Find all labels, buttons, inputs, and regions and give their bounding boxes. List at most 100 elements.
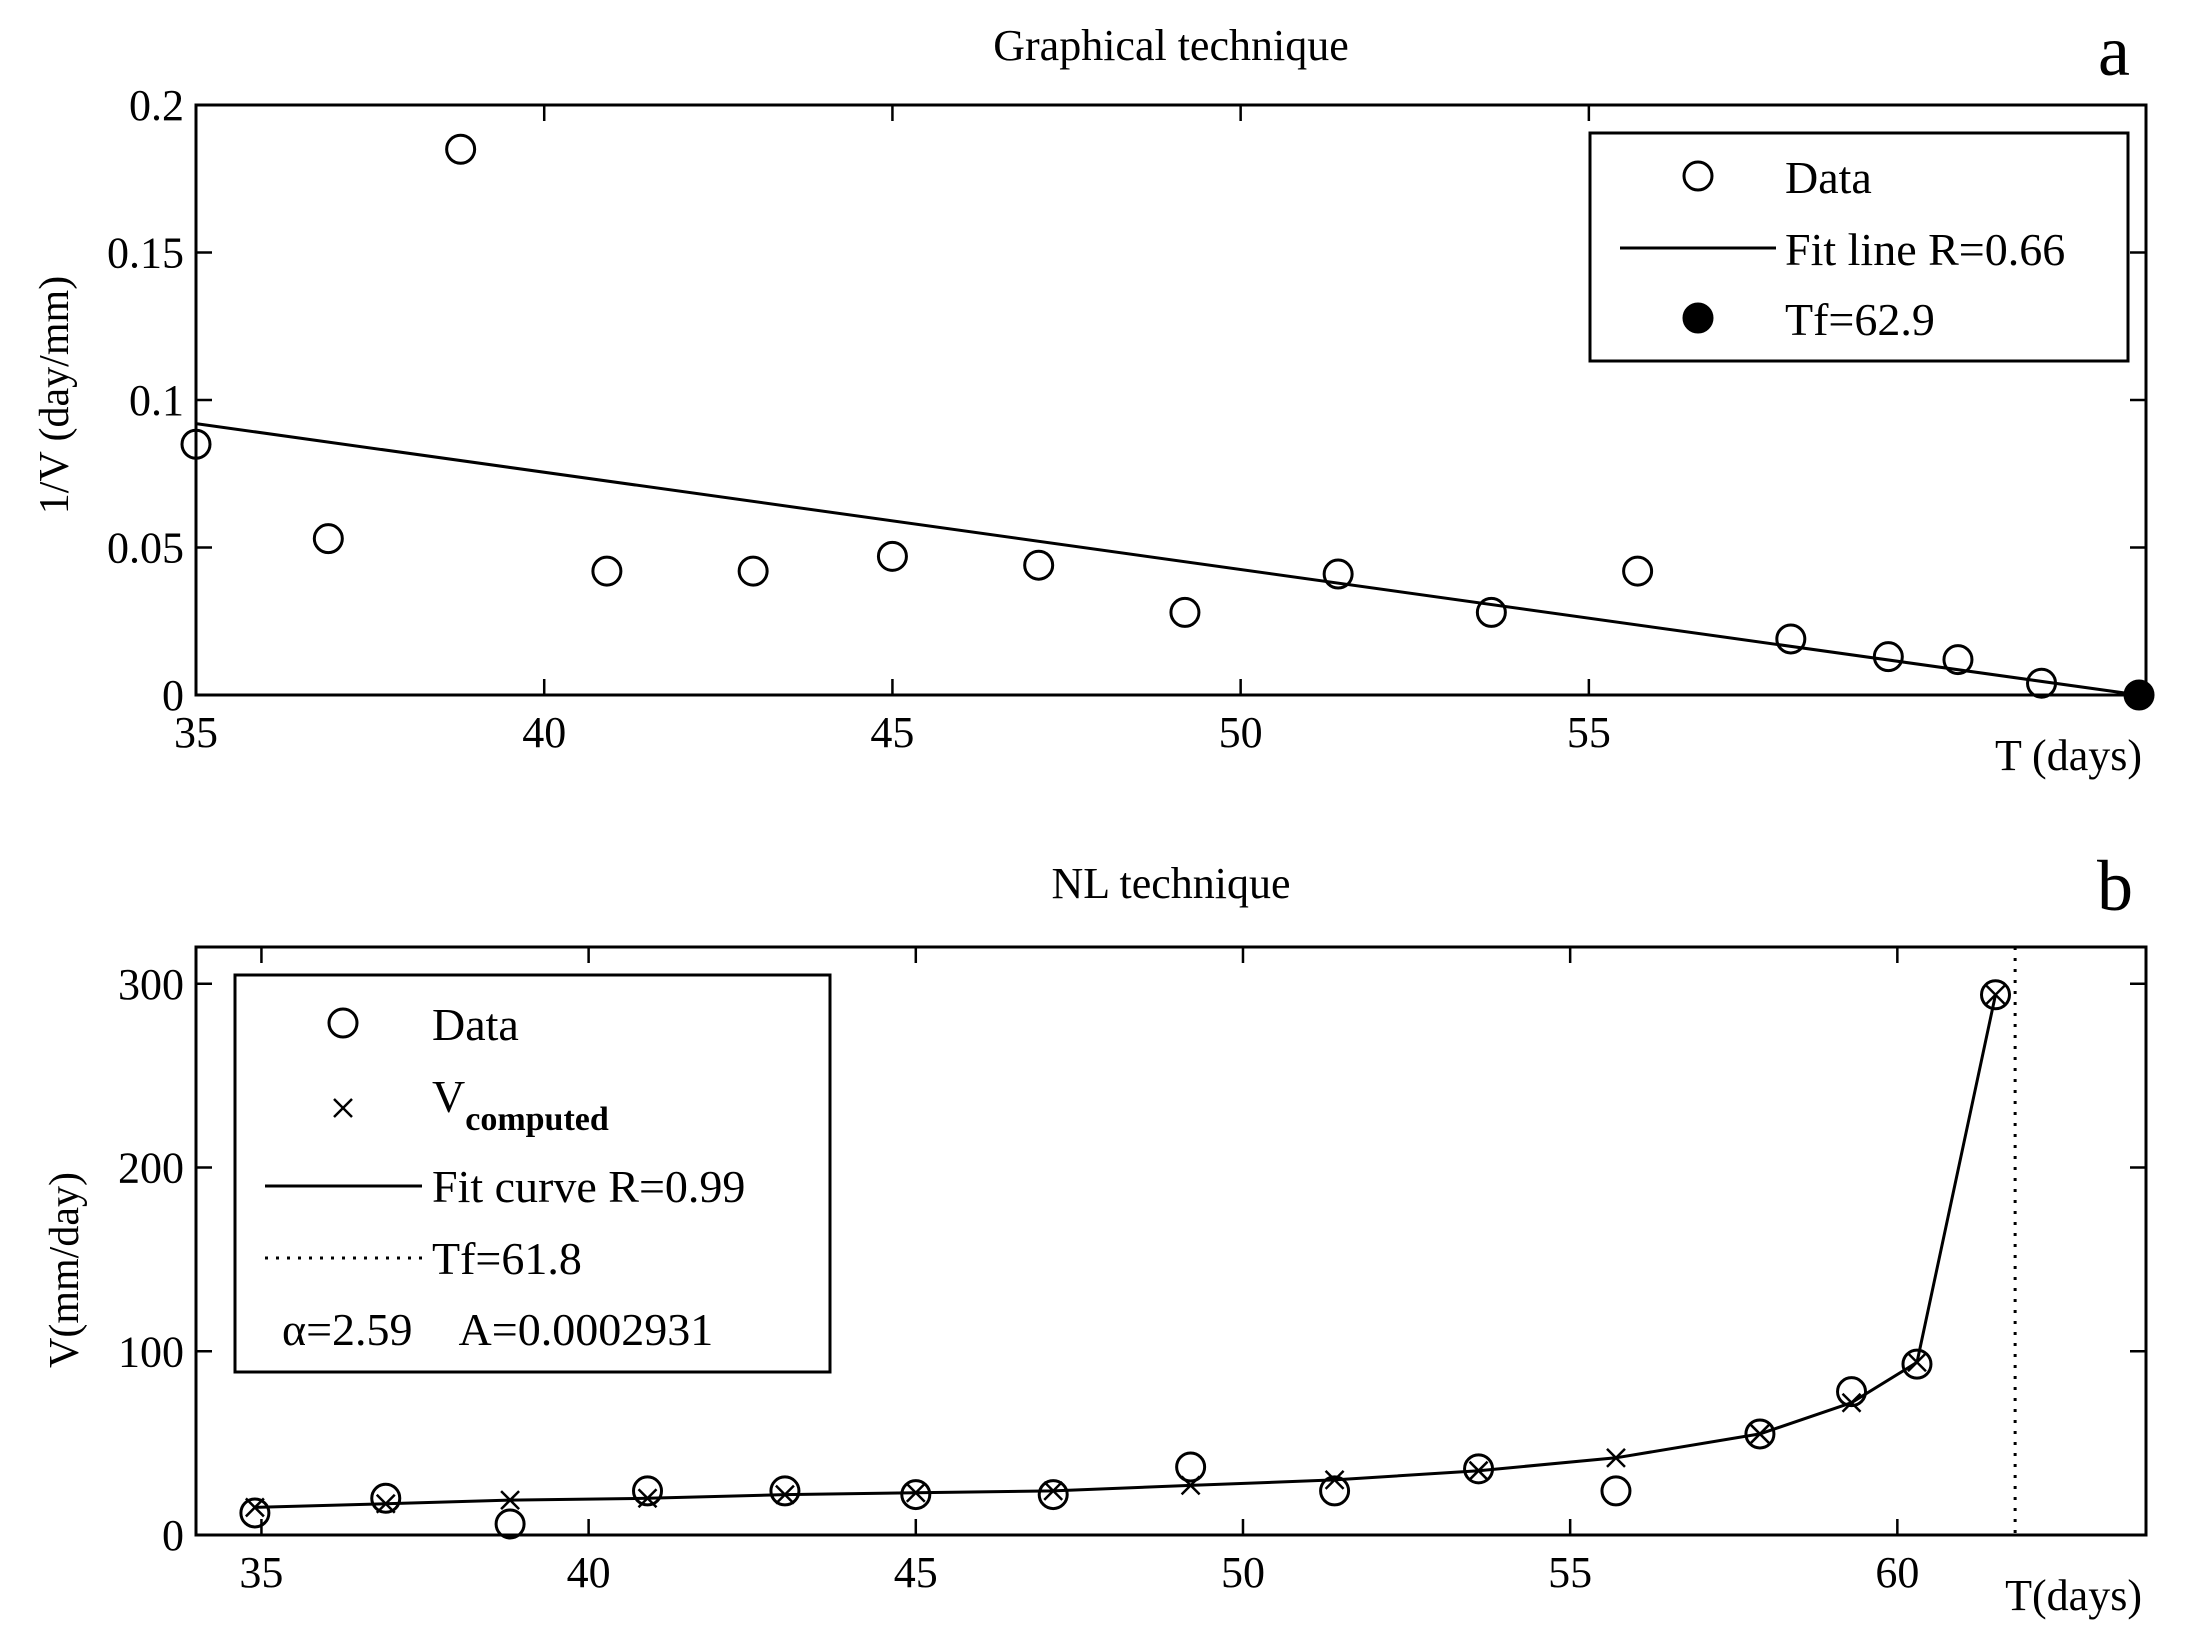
- computed-point: [1750, 1424, 1770, 1444]
- panel-b-y-axis-label: V(mm/day): [42, 1172, 88, 1368]
- panel-a-x-tick-label: 45: [870, 708, 914, 757]
- data-point: [876, 540, 908, 572]
- panel-b-legend-box: [233, 973, 832, 1374]
- panel-a-x-axis-label: T (days): [1995, 731, 2142, 780]
- panel-a-y-tick-label: 0.2: [129, 81, 184, 130]
- fit-line: [195, 422, 2140, 697]
- computed-point: [245, 1497, 265, 1518]
- legend-data-marker: [1682, 160, 1714, 192]
- legend-tf-label: Tf=62.9: [1785, 294, 1935, 345]
- panel-a-y-axis-label: 1/V (day/mm): [32, 276, 78, 514]
- data-point: [239, 1497, 271, 1529]
- panel-b-legend: Data Vcomputed Fit curve R=0.99 Tf=61.8 …: [233, 973, 832, 1374]
- panel-b-title: NL technique: [1051, 859, 1290, 908]
- panel-b-x-tick-label: 55: [1548, 1548, 1592, 1597]
- panel-b-x-axis-label: T(days): [2005, 1571, 2142, 1620]
- data-point: [1836, 1376, 1868, 1408]
- computed-point: [375, 1493, 396, 1514]
- legend-computed-name: V: [432, 1071, 465, 1122]
- data-point: [312, 523, 344, 555]
- computed-point: [637, 1488, 658, 1509]
- legend-data-marker: [327, 1007, 359, 1039]
- legend-data-label: Data: [1785, 152, 1872, 203]
- legend-fit-line-label: Fit line R=0.66: [1785, 224, 2065, 275]
- data-point: [769, 1475, 801, 1507]
- panel-b-data-points: [239, 979, 2011, 1540]
- panel-a-plot-frame: [194, 103, 2148, 697]
- computed-point: [500, 1490, 520, 1510]
- panel-a-x-tick-label: 50: [1219, 708, 1263, 757]
- data-point: [1023, 549, 1055, 581]
- legend-data-label: Data: [432, 999, 519, 1050]
- data-point: [1775, 623, 1807, 655]
- panel-b-letter: b: [2097, 846, 2133, 926]
- panel-a-ticks: 35 40 45 50 55 0 0.05 0.1 0.15 0.2: [107, 81, 2146, 757]
- data-point: [1942, 644, 1974, 676]
- data-point: [1600, 1475, 1632, 1507]
- data-point: [900, 1479, 932, 1511]
- data-point: [591, 555, 623, 587]
- panel-a-legend: Data Fit line R=0.66 Tf=62.9: [1588, 131, 2130, 363]
- computed-point: [775, 1484, 795, 1505]
- panel-b-y-tick-label: 300: [118, 960, 184, 1009]
- panel-a-title: Graphical technique: [993, 21, 1349, 70]
- panel-a-x-tick-label: 35: [174, 708, 218, 757]
- panel-b-x-tick-label: 60: [1875, 1548, 1919, 1597]
- panel-b-x-tick-label: 35: [239, 1548, 283, 1597]
- panel-a: Graphical technique a 1/V (day/mm) T (da…: [32, 11, 2155, 780]
- data-point: [494, 1508, 526, 1540]
- panel-b-ticks: 35 40 45 50 55 60 0 100 200 300: [118, 947, 2146, 1597]
- panel-b-computed-points: [245, 984, 2006, 1518]
- legend-tf-marker: [1682, 302, 1714, 334]
- panel-a-y-tick-label: 0.1: [129, 376, 184, 425]
- data-point: [1319, 1475, 1351, 1507]
- computed-point: [905, 1482, 926, 1503]
- panel-a-letter: a: [2098, 11, 2130, 91]
- panel-b-y-tick-label: 0: [162, 1511, 184, 1560]
- data-point: [1322, 558, 1354, 590]
- data-point: [1475, 596, 1507, 628]
- panel-b-x-tick-label: 40: [567, 1548, 611, 1597]
- data-point: [370, 1482, 402, 1514]
- panel-b-y-tick-label: 200: [118, 1144, 184, 1193]
- panel-b: NL technique b V(mm/day) T(days) 35 40 45 5…: [42, 846, 2148, 1620]
- panel-a-x-tick-label: 55: [1567, 708, 1611, 757]
- data-point: [1169, 596, 1201, 628]
- panel-a-x-tick-label: 40: [522, 708, 566, 757]
- legend-x-marker: [333, 1098, 353, 1118]
- data-point: [1872, 641, 1904, 673]
- data-point: [1037, 1479, 1069, 1511]
- panel-b-plot-frame: [194, 945, 2148, 1537]
- data-point: [1622, 555, 1654, 587]
- computed-point: [1606, 1447, 1626, 1468]
- data-point: [737, 555, 769, 587]
- computed-point: [1468, 1460, 1489, 1481]
- legend-parameters-annotation: α=2.59 A=0.0002931: [282, 1304, 713, 1355]
- computed-point: [1324, 1469, 1345, 1490]
- computed-point: [1985, 984, 2006, 1005]
- legend-computed-subscript: computed: [465, 1101, 609, 1138]
- panel-a-y-tick-label: 0.15: [107, 229, 184, 278]
- data-point: [1463, 1453, 1495, 1485]
- panel-a-y-tick-label: 0: [162, 671, 184, 720]
- computed-point: [1907, 1352, 1927, 1373]
- computed-point: [1043, 1481, 1064, 1501]
- data-point: [1175, 1451, 1207, 1483]
- data-point: [1901, 1348, 1933, 1380]
- data-point: [1979, 979, 2011, 1011]
- data-point: [445, 133, 477, 165]
- panel-a-y-tick-label: 0.05: [107, 524, 184, 573]
- data-point: [632, 1475, 664, 1507]
- panel-b-y-tick-label: 100: [118, 1327, 184, 1376]
- data-point: [1744, 1418, 1776, 1450]
- legend-tf-label: Tf=61.8: [432, 1233, 582, 1284]
- data-point: [2026, 667, 2058, 699]
- legend-computed-label: Vcomputed: [432, 1071, 609, 1138]
- computed-point: [1180, 1475, 1201, 1496]
- panel-a-fit-line: [195, 422, 2140, 697]
- panel-b-x-tick-label: 45: [894, 1548, 938, 1597]
- legend-fit-curve-label: Fit curve R=0.99: [432, 1161, 745, 1212]
- computed-point: [1841, 1392, 1862, 1413]
- panel-b-x-tick-label: 50: [1221, 1548, 1265, 1597]
